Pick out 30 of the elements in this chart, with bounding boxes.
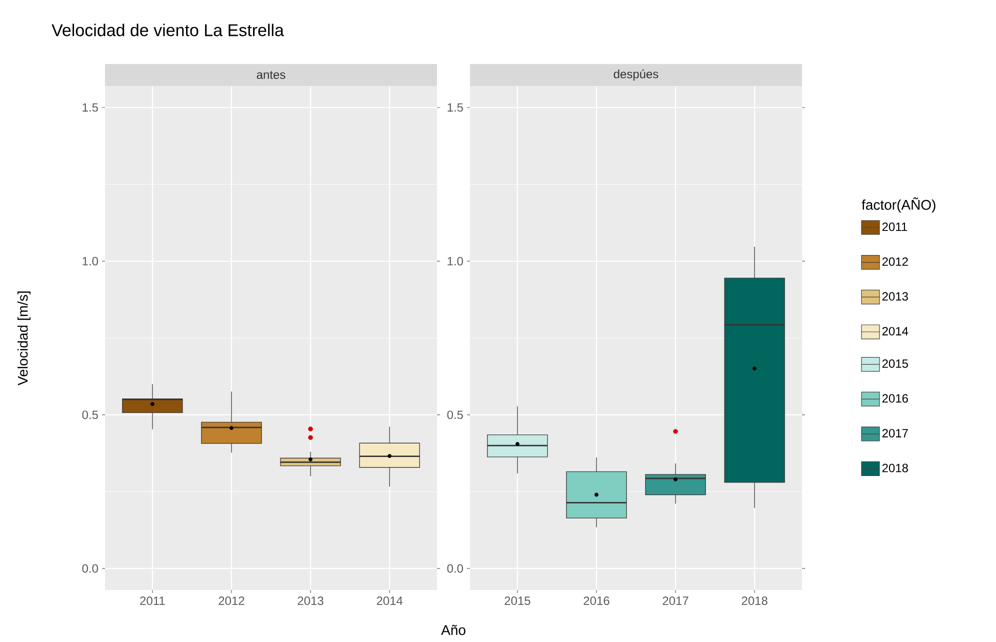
y-axis-title: Velocidad [m/s] [17, 292, 31, 386]
x-axis-title: Año [441, 624, 466, 636]
legend-label: 2015 [882, 359, 908, 368]
legend-label: 2018 [882, 464, 908, 472]
x-tick-label: 2013 [298, 596, 324, 606]
legend-label: 2014 [882, 326, 908, 336]
legend-title: factor(AÑO) [862, 197, 936, 213]
legend-label: 2016 [882, 394, 908, 403]
chart-subtitle: despúes [614, 69, 658, 81]
y-tick-label: 0.5 [82, 410, 98, 420]
x-tick-label: 2015 [504, 596, 530, 606]
x-tick-label: 2014 [376, 596, 403, 606]
y-tick-label: 1.5 [448, 103, 463, 112]
y-tick-label: 1.0 [448, 256, 464, 266]
chart-subtitle: antes [256, 71, 286, 79]
y-tick-label: 1.0 [82, 256, 98, 266]
legend-label: 2012 [882, 257, 908, 266]
y-tick-label: 0.5 [447, 410, 463, 420]
y-tick-label: 0.0 [447, 564, 464, 573]
y-tick-label: 0.0 [82, 564, 98, 573]
legend-label: 2011 [882, 222, 908, 232]
legend-label: 2013 [882, 292, 908, 301]
x-tick-label: 2018 [742, 596, 768, 606]
x-tick-label: 2016 [584, 596, 610, 606]
x-tick-label: 2011 [140, 596, 165, 606]
x-tick-label: 2017 [662, 596, 688, 606]
chart-title: Velocidad de viento La Estrella [52, 24, 284, 36]
legend-label: 2017 [882, 428, 908, 438]
x-tick-label: 2012 [218, 596, 244, 606]
y-tick-label: 1.5 [82, 103, 98, 112]
